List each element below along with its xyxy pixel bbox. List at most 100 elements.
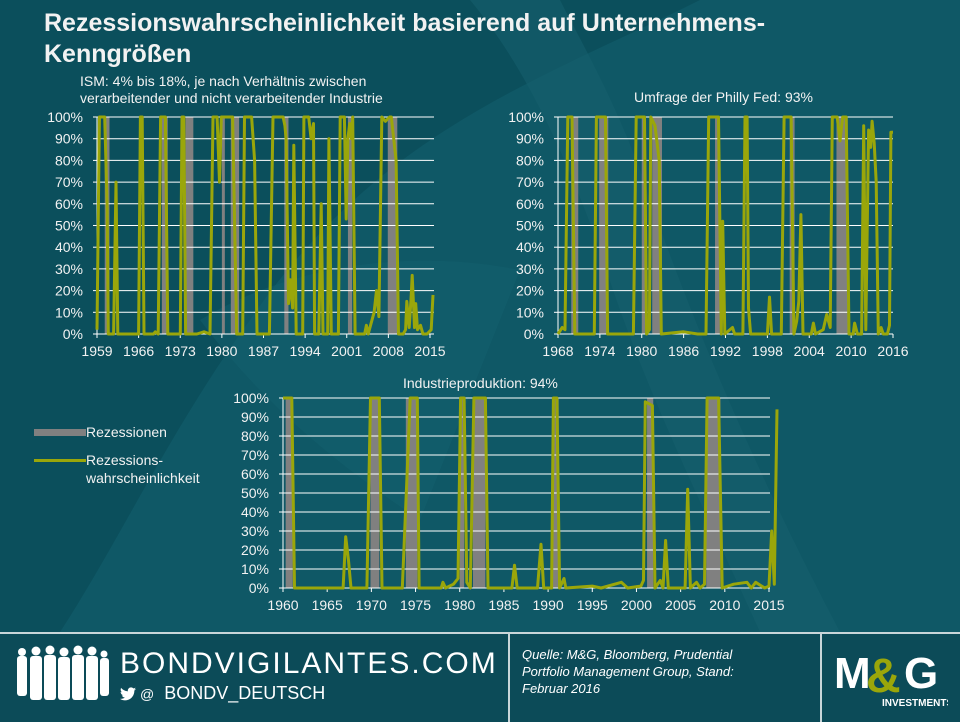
probability-line bbox=[95, 115, 435, 336]
y-tick-label: 30% bbox=[241, 523, 269, 539]
y-tick-label: 30% bbox=[516, 261, 544, 277]
y-tick-label: 60% bbox=[516, 196, 544, 212]
x-tick-label: 2008 bbox=[373, 343, 404, 359]
x-tick-label: 1980 bbox=[444, 597, 475, 613]
footer: BONDVIGILANTES.COM @ BONDV_DEUTSCH Quell… bbox=[0, 632, 960, 722]
probability-line bbox=[556, 115, 893, 336]
y-tick-label: 60% bbox=[241, 466, 269, 482]
x-tick-label: 1968 bbox=[542, 343, 573, 359]
y-tick-label: 40% bbox=[241, 504, 269, 520]
y-tick-label: 10% bbox=[241, 561, 269, 577]
y-tick-label: 90% bbox=[55, 131, 83, 147]
x-tick-label: 1985 bbox=[488, 597, 519, 613]
y-tick-labels: 0% 10% 20% 30% 40% 50% 60% 70% 80% 90% 100% bbox=[233, 390, 283, 596]
twitter-handle[interactable]: @ BONDV_DEUTSCH bbox=[120, 683, 325, 704]
x-tick-label: 2015 bbox=[753, 597, 784, 613]
chart-1-title: ISM: 4% bis 18%, je nach Verhältnis zwis… bbox=[80, 73, 440, 107]
mg-logo-g: G bbox=[904, 649, 938, 698]
x-tick-label: 1966 bbox=[123, 343, 154, 359]
x-tick-label: 1980 bbox=[206, 343, 237, 359]
x-tick-label: 2010 bbox=[709, 597, 740, 613]
x-tick-label: 1975 bbox=[400, 597, 431, 613]
chart-3-title: Industrieproduktion: 94% bbox=[403, 375, 558, 391]
y-tick-label: 70% bbox=[241, 447, 269, 463]
site-name[interactable]: BONDVIGILANTES.COM bbox=[120, 647, 498, 680]
page-title-line-1: Rezessionswahrscheinlichkeit basierend a… bbox=[44, 9, 766, 37]
twitter-icon bbox=[120, 686, 136, 700]
legend: Rezessionen Rezessions- wahrscheinlichke… bbox=[34, 423, 200, 497]
legend-swatch-recessions bbox=[34, 429, 86, 436]
y-tick-label: 70% bbox=[55, 174, 83, 190]
page-title: Rezessionswahrscheinlichkeit basierend a… bbox=[44, 8, 924, 70]
y-tick-label: 40% bbox=[55, 239, 83, 255]
x-tick-label: 1986 bbox=[668, 343, 699, 359]
y-tick-label: 50% bbox=[55, 218, 83, 234]
mg-logo-investments: INVESTMENTS bbox=[882, 698, 948, 709]
y-tick-label: 0% bbox=[63, 326, 83, 342]
y-tick-label: 30% bbox=[55, 261, 83, 277]
x-tick-label: 1980 bbox=[626, 343, 657, 359]
source-line-1: Quelle: M&G, Bloomberg, Prudential bbox=[522, 647, 733, 662]
gridlines bbox=[283, 397, 770, 570]
probability-line bbox=[283, 396, 779, 590]
y-tick-label: 10% bbox=[516, 304, 544, 320]
x-tick-label: 2001 bbox=[331, 343, 362, 359]
mg-logo-ampersand: & bbox=[866, 650, 901, 703]
mg-investments-logo: M & G INVESTMENTS bbox=[834, 649, 948, 709]
mg-logo-m: M bbox=[834, 649, 868, 698]
legend-swatch-probability bbox=[34, 459, 86, 462]
x-tick-label: 1990 bbox=[533, 597, 564, 613]
x-tick-label: 1973 bbox=[165, 343, 196, 359]
y-tick-label: 10% bbox=[55, 304, 83, 320]
y-tick-label: 40% bbox=[516, 239, 544, 255]
x-tick-label: 2015 bbox=[414, 343, 445, 359]
legend-label-recessions: Rezessionen bbox=[86, 424, 167, 440]
x-tick-label: 1992 bbox=[710, 343, 741, 359]
x-tick-label: 1998 bbox=[752, 343, 783, 359]
legend-label-probability: Rezessions- wahrscheinlichkeit bbox=[86, 451, 200, 487]
people-silhouettes-icon bbox=[17, 645, 109, 700]
legend-label-probability-line-1: Rezessions- bbox=[86, 452, 164, 468]
y-tick-label: 90% bbox=[241, 409, 269, 425]
y-tick-labels: 0% 10% 20% 30% 40% 50% 60% 70% 80% 90% 100% bbox=[508, 109, 558, 342]
y-tick-label: 20% bbox=[55, 283, 83, 299]
x-tick-labels: 1959 1966 1973 1980 1987 1994 2001 2008 2015 bbox=[81, 334, 446, 359]
x-tick-label: 2000 bbox=[621, 597, 652, 613]
x-tick-label: 1995 bbox=[577, 597, 608, 613]
x-tick-labels: 1968 1974 1980 1986 1992 1998 2004 2010 2016 bbox=[542, 334, 909, 359]
y-tick-label: 80% bbox=[516, 152, 544, 168]
source-line-3: Februar 2016 bbox=[522, 681, 601, 696]
y-tick-label: 90% bbox=[516, 131, 544, 147]
x-tick-label: 1960 bbox=[267, 597, 298, 613]
y-tick-label: 50% bbox=[516, 218, 544, 234]
footer-divider-2 bbox=[820, 634, 822, 722]
y-tick-label: 80% bbox=[55, 152, 83, 168]
y-tick-label: 0% bbox=[249, 580, 269, 596]
x-tick-label: 1994 bbox=[290, 343, 321, 359]
x-tick-label: 2010 bbox=[836, 343, 867, 359]
y-tick-label: 20% bbox=[241, 542, 269, 558]
chart-1-title-line-1: ISM: 4% bis 18%, je nach Verhältnis zwis… bbox=[80, 73, 367, 89]
source-line-2: Portfolio Management Group, Stand: bbox=[522, 664, 734, 679]
x-tick-label: 2016 bbox=[877, 343, 908, 359]
x-tick-label: 1987 bbox=[248, 343, 279, 359]
legend-label-probability-line-2: wahrscheinlichkeit bbox=[86, 470, 200, 486]
twitter-at: @ bbox=[140, 685, 155, 702]
y-tick-label: 70% bbox=[516, 174, 544, 190]
y-tick-label: 100% bbox=[508, 109, 544, 125]
x-tick-label: 2004 bbox=[794, 343, 825, 359]
y-tick-label: 50% bbox=[241, 485, 269, 501]
y-tick-label: 20% bbox=[516, 283, 544, 299]
footer-divider-1 bbox=[508, 634, 510, 722]
y-tick-label: 0% bbox=[524, 326, 544, 342]
x-tick-label: 2005 bbox=[665, 597, 696, 613]
y-tick-label: 60% bbox=[55, 196, 83, 212]
chart-2-title: Umfrage der Philly Fed: 93% bbox=[634, 89, 813, 105]
x-tick-labels: 1960 1965 1970 1975 1980 1985 1990 1995 2000 2005… bbox=[267, 588, 785, 613]
x-tick-label: 1970 bbox=[356, 597, 387, 613]
x-tick-label: 1974 bbox=[584, 343, 615, 359]
legend-item-probability: Rezessions- wahrscheinlichkeit bbox=[34, 451, 200, 487]
x-tick-label: 1959 bbox=[81, 343, 112, 359]
